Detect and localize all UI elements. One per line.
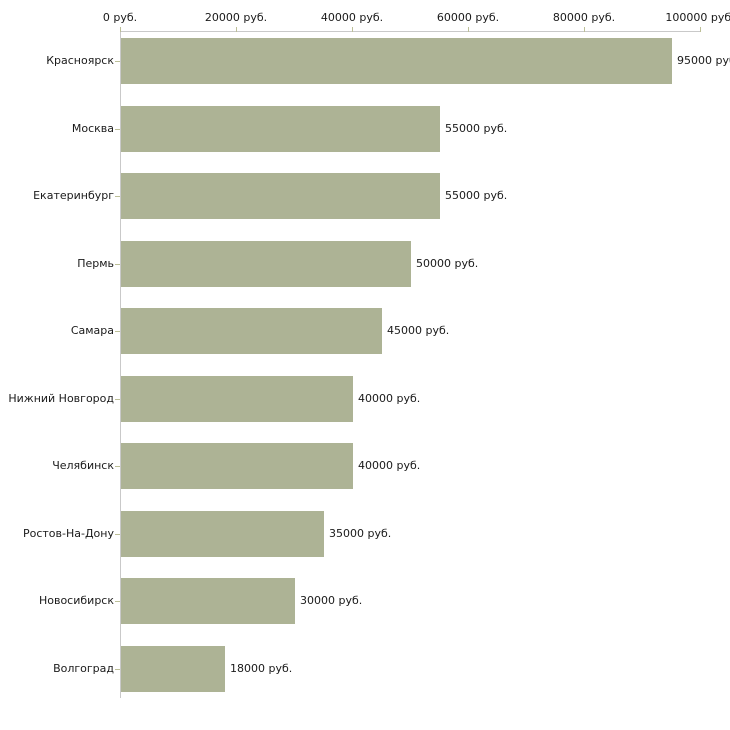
x-axis-tick-label: 60000 руб. — [436, 11, 500, 24]
bar-value-label: 95000 руб. — [677, 54, 730, 67]
x-axis-tick-label: 0 руб. — [102, 11, 138, 24]
y-axis-tick — [115, 264, 120, 265]
category-label: Екатеринбург — [33, 189, 114, 202]
bar — [121, 646, 225, 692]
bar — [121, 308, 382, 354]
bar-value-label: 30000 руб. — [300, 594, 363, 607]
x-axis-tick — [468, 27, 469, 32]
y-axis-tick — [115, 534, 120, 535]
x-axis-line — [120, 31, 701, 32]
x-axis-tick — [120, 27, 121, 32]
bar — [121, 511, 324, 557]
bar — [121, 38, 672, 84]
category-label: Пермь — [77, 257, 114, 270]
x-axis-tick — [584, 27, 585, 32]
y-axis-tick — [115, 466, 120, 467]
y-axis-tick — [115, 331, 120, 332]
bar-value-label: 35000 руб. — [329, 527, 392, 540]
bar — [121, 578, 295, 624]
bar-value-label: 40000 руб. — [358, 392, 421, 405]
bar-value-label: 55000 руб. — [445, 189, 508, 202]
y-axis-line — [120, 31, 121, 698]
bar-value-label: 18000 руб. — [230, 662, 293, 675]
x-axis-tick-label: 80000 руб. — [552, 11, 616, 24]
bar-value-label: 55000 руб. — [445, 122, 508, 135]
category-label: Москва — [71, 122, 114, 135]
bar-value-label: 45000 руб. — [387, 324, 450, 337]
y-axis-tick — [115, 601, 120, 602]
category-label: Новосибирск — [38, 594, 114, 607]
bar-value-label: 50000 руб. — [416, 257, 479, 270]
bar — [121, 106, 440, 152]
bar-value-label: 40000 руб. — [358, 459, 421, 472]
bar — [121, 173, 440, 219]
y-axis-tick — [115, 399, 120, 400]
category-label: Красноярск — [46, 54, 114, 67]
category-label: Ростов-На-Дону — [22, 527, 114, 540]
category-label: Челябинск — [52, 459, 114, 472]
y-axis-tick — [115, 61, 120, 62]
x-axis-tick-label: 100000 руб. — [665, 11, 730, 24]
bar — [121, 443, 353, 489]
bar — [121, 241, 411, 287]
category-label: Волгоград — [53, 662, 114, 675]
x-axis-tick — [352, 27, 353, 32]
y-axis-tick — [115, 129, 120, 130]
bar — [121, 376, 353, 422]
x-axis-tick — [236, 27, 237, 32]
y-axis-tick — [115, 196, 120, 197]
category-label: Самара — [70, 324, 114, 337]
category-label: Нижний Новгород — [8, 392, 114, 405]
x-axis-tick-label: 40000 руб. — [320, 11, 384, 24]
x-axis-tick-label: 20000 руб. — [204, 11, 268, 24]
y-axis-tick — [115, 669, 120, 670]
x-axis-tick — [700, 27, 701, 32]
